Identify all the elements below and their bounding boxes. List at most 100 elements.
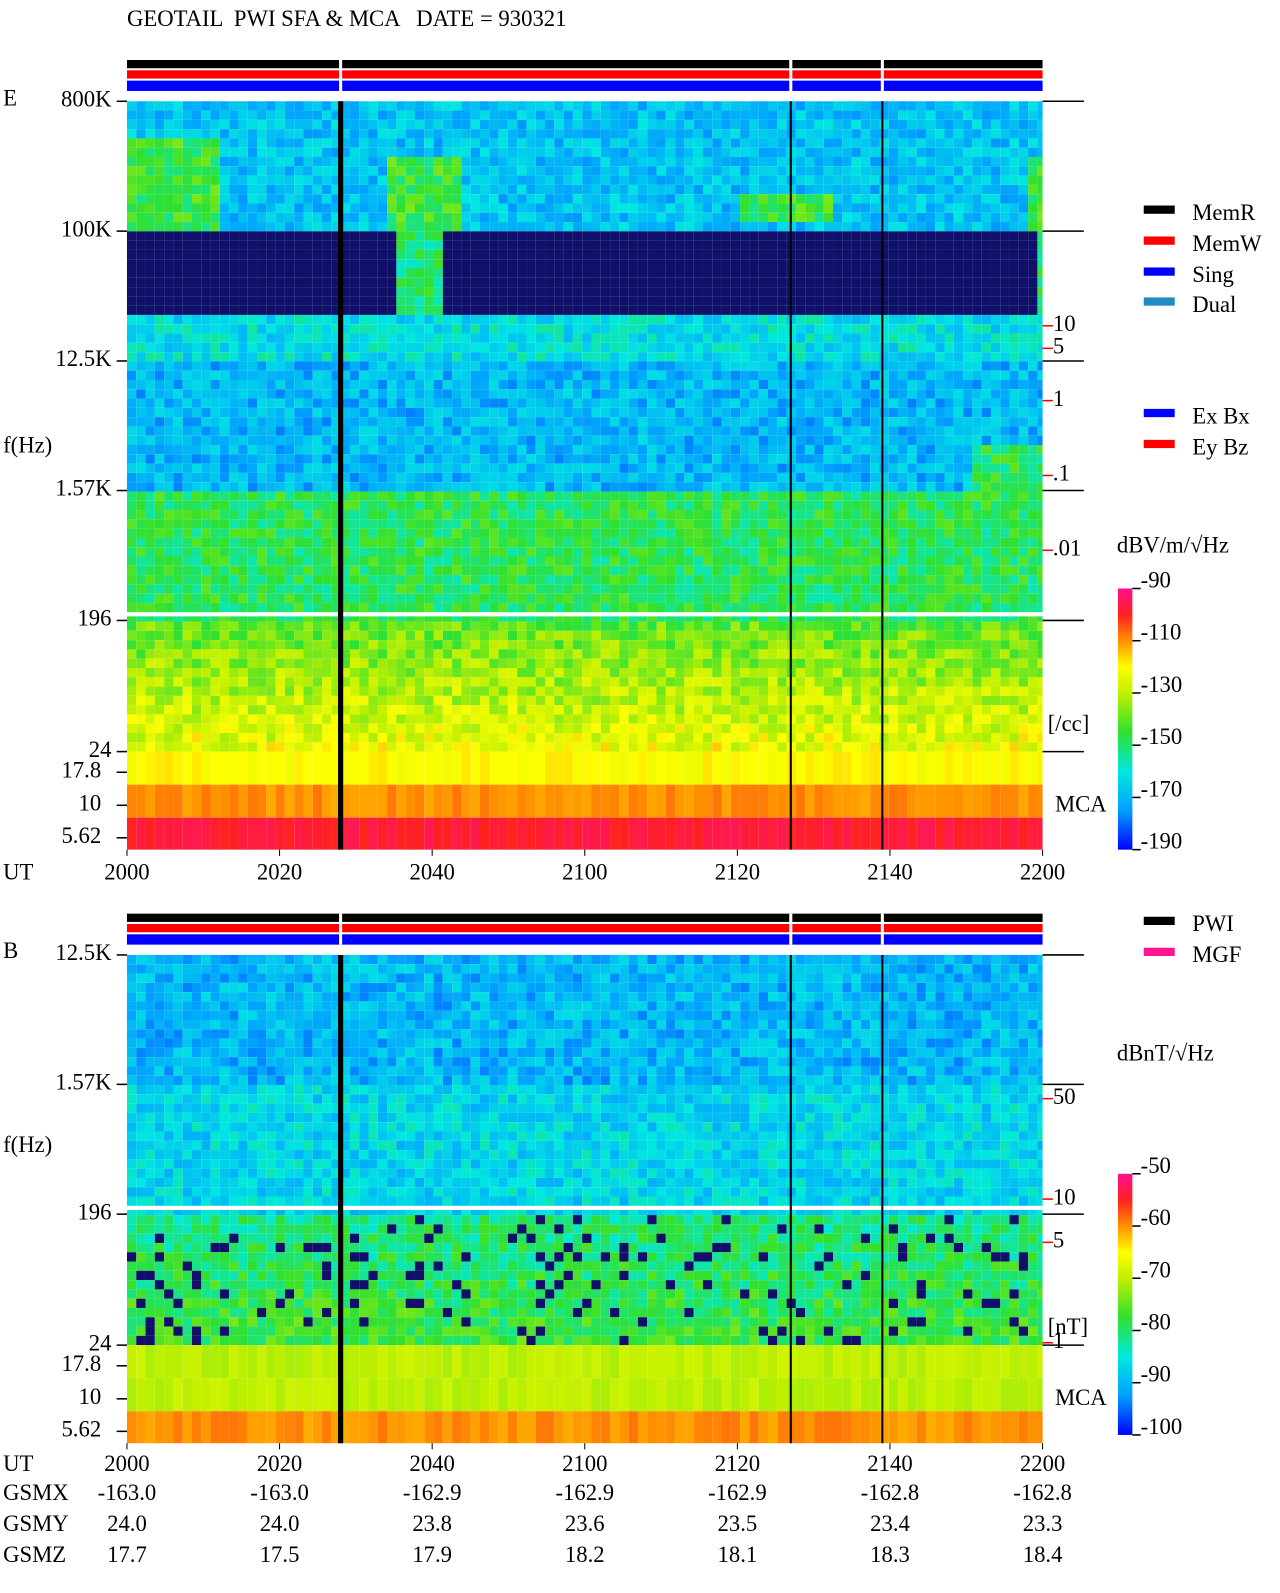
- mca-cell: [414, 817, 425, 850]
- spectrogram-cell: [693, 184, 703, 195]
- spectrogram-cell: [126, 714, 137, 724]
- spectrogram-cell: [693, 166, 703, 176]
- mca-cell: [712, 817, 722, 850]
- spectrogram-cell: [145, 482, 155, 492]
- spectrogram-cell: [507, 695, 518, 706]
- spectrogram-cell: [758, 203, 768, 213]
- spectrogram-cell: [517, 463, 527, 473]
- spectrogram-cell: [572, 658, 583, 668]
- spectrogram-cell: [758, 287, 768, 297]
- spectrogram-cell: [619, 593, 629, 603]
- spectrogram-cell: [619, 175, 629, 185]
- spectrogram-cell: [517, 407, 527, 418]
- spectrogram-cell: [535, 426, 546, 436]
- spectrogram-cell: [387, 240, 397, 250]
- spectrogram-cell: [712, 379, 722, 390]
- spectrogram-cell: [442, 249, 453, 260]
- spectrogram-cell: [554, 602, 564, 613]
- spectrogram-cell: [312, 640, 323, 650]
- spectrogram-cell: [563, 268, 573, 278]
- spectrogram-cell: [442, 723, 453, 734]
- spectrogram-cell: [164, 212, 174, 223]
- mca-cell: [461, 817, 471, 850]
- spectrogram-cell: [284, 547, 295, 557]
- spectrogram-cell: [322, 175, 332, 185]
- spectrogram-cell: [545, 175, 555, 185]
- spectrogram-cell: [619, 324, 629, 334]
- spectrogram-cell: [294, 101, 304, 111]
- spectrogram-cell: [173, 565, 183, 576]
- spectrogram-cell: [572, 352, 583, 362]
- spectrogram-cell: [349, 268, 360, 278]
- spectrogram-cell: [359, 287, 369, 297]
- spectrogram-cell: [303, 463, 313, 473]
- spectrogram-cell: [712, 686, 722, 696]
- spectrogram-cell: [331, 277, 341, 288]
- spectrogram-cell: [684, 742, 694, 752]
- spectrogram-cell: [275, 714, 285, 724]
- spectrogram-cell: [730, 249, 741, 260]
- spectrogram-cell: [257, 184, 267, 195]
- spectrogram-cell: [470, 157, 480, 167]
- spectrogram-cell: [656, 249, 666, 260]
- spectrogram-cell: [675, 621, 685, 631]
- spectrogram-cell: [684, 249, 694, 260]
- spectrogram-cell: [563, 361, 573, 371]
- spectrogram-cell: [247, 556, 258, 566]
- spectrogram-cell: [266, 472, 276, 483]
- spectrogram-cell: [266, 138, 276, 148]
- spectrogram-cell: [442, 426, 453, 436]
- spectrogram-cell: [628, 537, 638, 548]
- spectrogram-cell: [126, 426, 137, 436]
- spectrogram-cell: [126, 370, 137, 380]
- spectrogram-cell: [368, 528, 378, 538]
- spectrogram-cell: [758, 314, 768, 325]
- spectrogram-cell: [656, 695, 666, 706]
- spectrogram-cell: [312, 426, 323, 436]
- spectrogram-cell: [154, 426, 165, 436]
- spectrogram-cell: [377, 277, 388, 288]
- spectrogram-cell: [340, 519, 350, 529]
- spectrogram-cell: [684, 426, 694, 436]
- spectrogram-cell: [535, 398, 546, 408]
- spectrogram-cell: [433, 389, 443, 399]
- mca-cell: [637, 751, 648, 785]
- spectrogram-cell: [257, 110, 267, 120]
- spectrogram-cell: [322, 342, 332, 353]
- spectrogram-cell: [145, 231, 155, 241]
- spectrogram-cell: [201, 314, 211, 325]
- spectrogram-cell: [322, 472, 332, 483]
- spectrogram-cell: [610, 630, 620, 641]
- spectrogram-cell: [266, 454, 276, 464]
- spectrogram-cell: [591, 417, 601, 427]
- spectrogram-cell: [480, 723, 490, 734]
- spectrogram-cell: [145, 547, 155, 557]
- spectrogram-cell: [452, 342, 462, 353]
- spectrogram-cell: [470, 426, 480, 436]
- spectrogram-cell: [173, 602, 183, 613]
- spectrogram-cell: [498, 184, 508, 195]
- spectrogram-cell: [749, 686, 759, 696]
- spectrogram-cell: [145, 166, 155, 176]
- spectrogram-cell: [229, 305, 239, 315]
- spectrogram-cell: [740, 379, 750, 390]
- spectrogram-cell: [136, 277, 146, 288]
- spectrogram-cell: [229, 528, 239, 538]
- spectrogram-cell: [498, 705, 508, 715]
- spectrogram-cell: [517, 379, 527, 390]
- spectrogram-cell: [210, 240, 220, 250]
- spectrogram-cell: [656, 314, 666, 325]
- spectrogram-cell: [368, 547, 378, 557]
- spectrogram-cell: [647, 370, 657, 380]
- mca-cell: [396, 817, 406, 850]
- spectrogram-cell: [721, 733, 731, 743]
- spectrogram-cell: [730, 212, 741, 223]
- mca-cell: [136, 817, 146, 850]
- spectrogram-cell: [238, 407, 248, 418]
- spectrogram-cell: [489, 389, 499, 399]
- spectrogram-cell: [164, 138, 174, 148]
- spectrogram-cell: [656, 268, 666, 278]
- spectrogram-cell: [349, 342, 360, 353]
- spectrogram-cell: [164, 417, 174, 427]
- spectrogram-cell: [192, 445, 202, 455]
